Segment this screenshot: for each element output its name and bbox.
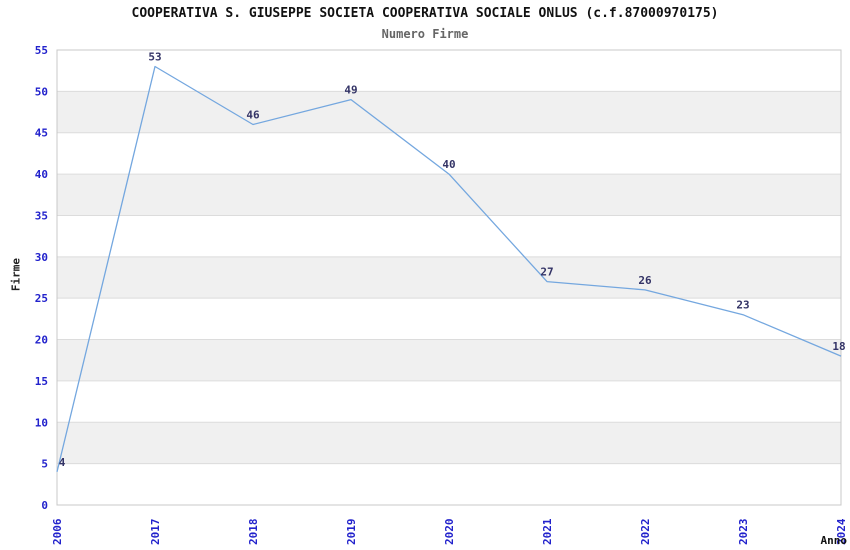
- x-tick-label: 2023: [737, 519, 750, 546]
- x-tick-label: 2021: [541, 518, 554, 545]
- point-label: 4: [59, 456, 66, 469]
- x-tick-label: 2006: [51, 518, 64, 545]
- y-tick-label: 5: [41, 458, 48, 471]
- y-tick-label: 55: [35, 44, 48, 57]
- point-label: 23: [736, 299, 749, 312]
- point-label: 40: [442, 158, 455, 171]
- x-axis-title: Anno: [820, 534, 848, 547]
- x-tick-label: 2018: [247, 519, 260, 546]
- plot-border: [56, 49, 842, 506]
- x-tick-label: 2017: [149, 519, 162, 546]
- point-label: 49: [344, 84, 357, 97]
- y-tick-label: 50: [35, 85, 48, 98]
- chart-title: COOPERATIVA S. GIUSEPPE SOCIETA COOPERAT…: [131, 6, 719, 21]
- point-label: 27: [540, 266, 553, 279]
- point-label: 26: [638, 274, 652, 287]
- grid-band: [57, 91, 841, 133]
- chart-subtitle: Numero Firme: [381, 27, 469, 41]
- x-tick-label: 2020: [443, 519, 456, 546]
- x-tick-label: 2019: [345, 519, 358, 546]
- grid-band: [57, 422, 841, 464]
- point-label: 53: [148, 51, 161, 64]
- grid-band: [57, 339, 841, 381]
- y-tick-label: 15: [35, 375, 48, 388]
- y-tick-label: 0: [41, 499, 48, 512]
- data-line: [56, 65, 842, 473]
- y-tick-label: 35: [35, 209, 48, 222]
- grid-band: [57, 256, 841, 299]
- y-tick-label: 40: [35, 168, 48, 181]
- point-label: 18: [832, 340, 845, 353]
- y-tick-label: 30: [35, 251, 48, 264]
- point-label: 46: [246, 108, 260, 121]
- y-tick-label: 25: [35, 292, 48, 305]
- grid-band: [57, 174, 841, 216]
- x-tick-label: 2022: [639, 519, 652, 546]
- y-tick-label: 20: [35, 334, 48, 347]
- y-tick-label: 45: [35, 127, 48, 140]
- y-tick-label: 10: [35, 416, 48, 429]
- x-tick-label: 2024: [835, 518, 848, 545]
